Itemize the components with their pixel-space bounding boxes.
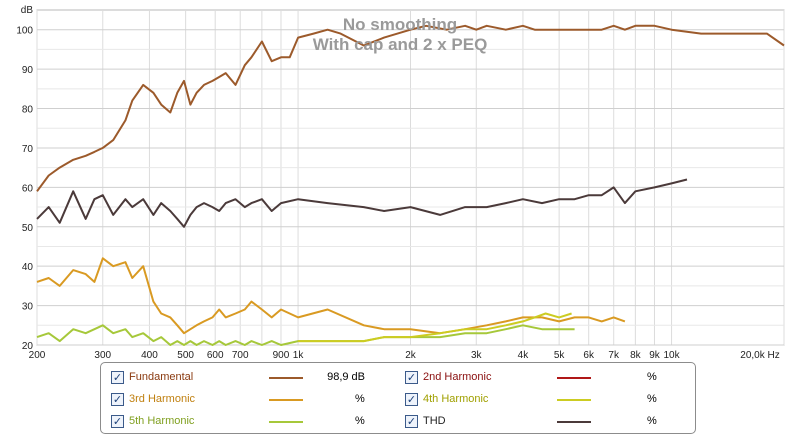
- series-line-fundamental: [36, 24, 785, 192]
- legend-label-3rd-harmonic: 3rd Harmonic: [129, 393, 196, 405]
- legend-line-fundamental: [269, 377, 303, 379]
- legend-label-fundamental: Fundamental: [129, 371, 194, 383]
- legend-value-5th-harmonic: %: [355, 415, 365, 427]
- chart: 20 30 40 50 60 70 80 90 100 dB 200 300 400 500 600 700 9…: [16, 5, 785, 360]
- chart-title: No smoothing: [343, 15, 457, 34]
- y-tick-label: 30: [22, 302, 34, 313]
- legend-line-5th-harmonic: [269, 421, 303, 423]
- x-tick-label: 5k: [554, 350, 566, 360]
- series-line-3rd-harmonic: [36, 257, 626, 335]
- x-tick-label: 10k: [664, 350, 681, 360]
- y-tick-label: 20: [22, 341, 34, 352]
- y-tick-label: 70: [22, 144, 34, 155]
- legend-value-fundamental: 98,9 dB: [327, 371, 365, 383]
- y-tick-label: 90: [22, 65, 34, 76]
- legend-line-thd: [557, 421, 591, 423]
- x-tick-label: 9k: [649, 350, 661, 360]
- x-tick-label: 2k: [405, 350, 417, 360]
- x-tick-label: 300: [94, 350, 111, 360]
- x-tick-label: 8k: [630, 350, 642, 360]
- checkbox-4th-harmonic[interactable]: ✓: [405, 393, 418, 406]
- legend-label-4th-harmonic: 4th Harmonic: [423, 393, 489, 405]
- x-tick-label: 500: [177, 350, 194, 360]
- x-tick-label: 200: [29, 350, 46, 360]
- legend-value-thd: %: [647, 415, 657, 427]
- x-tick-label: 400: [141, 350, 158, 360]
- checkbox-fundamental[interactable]: ✓: [111, 371, 124, 384]
- legend-value-3rd-harmonic: %: [355, 393, 365, 405]
- legend-value-4th-harmonic: %: [647, 393, 657, 405]
- legend-label-thd: THD: [423, 415, 446, 427]
- x-tick-label: 20,0k Hz: [740, 350, 779, 360]
- x-tick-label: 900: [273, 350, 290, 360]
- series-line-5th-harmonic: [36, 324, 575, 346]
- chart-subtitle: With cap and 2 x PEQ: [313, 35, 488, 54]
- x-tick-label: 6k: [583, 350, 595, 360]
- legend-line-3rd-harmonic: [269, 399, 303, 401]
- checkbox-5th-harmonic[interactable]: ✓: [111, 415, 124, 428]
- legend-line-4th-harmonic: [557, 399, 591, 401]
- y-tick-label: 100: [16, 26, 33, 37]
- x-tick-label: 7k: [608, 350, 620, 360]
- legend-panel: ✓ Fundamental 98,9 dB ✓ 2nd Harmonic % ✓…: [100, 362, 696, 434]
- checkbox-3rd-harmonic[interactable]: ✓: [111, 393, 124, 406]
- x-tick-label: 600: [207, 350, 224, 360]
- checkbox-2nd-harmonic[interactable]: ✓: [405, 371, 418, 384]
- y-tick-label: 40: [22, 262, 34, 273]
- series-line-4th-harmonic: [298, 312, 572, 343]
- legend-label-2nd-harmonic: 2nd Harmonic: [423, 371, 492, 383]
- y-tick-label: 60: [22, 183, 34, 194]
- x-tick-label: 3k: [471, 350, 483, 360]
- legend-line-2nd-harmonic: [557, 377, 591, 379]
- x-tick-label: 1k: [293, 350, 305, 360]
- checkbox-thd[interactable]: ✓: [405, 415, 418, 428]
- y-axis-label: dB: [21, 5, 34, 16]
- legend-value-2nd-harmonic: %: [647, 371, 657, 383]
- legend-label-5th-harmonic: 5th Harmonic: [129, 415, 195, 427]
- y-tick-label: 50: [22, 223, 34, 234]
- x-tick-label: 4k: [518, 350, 530, 360]
- y-tick-label: 80: [22, 105, 34, 116]
- x-tick-label: 700: [232, 350, 249, 360]
- series-line-thd: [36, 178, 688, 228]
